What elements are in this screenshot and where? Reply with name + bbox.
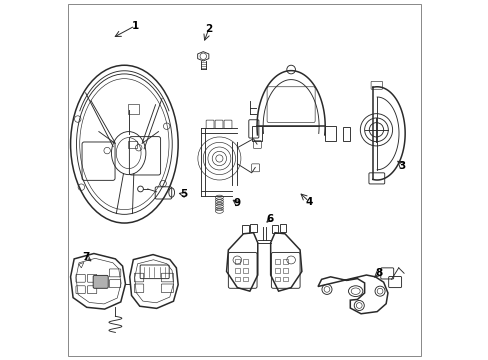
- Text: 8: 8: [375, 268, 382, 278]
- Bar: [128, 140, 137, 148]
- Text: 3: 3: [398, 161, 405, 171]
- Text: 2: 2: [204, 24, 212, 35]
- Bar: [271, 225, 278, 233]
- Text: 9: 9: [233, 198, 241, 208]
- Bar: [250, 224, 256, 232]
- Bar: [242, 259, 247, 264]
- Bar: [343, 127, 349, 140]
- Bar: [282, 268, 287, 273]
- Bar: [274, 268, 280, 273]
- Bar: [234, 277, 239, 282]
- Text: 4: 4: [305, 197, 312, 207]
- Bar: [274, 277, 280, 282]
- Bar: [242, 268, 247, 273]
- FancyBboxPatch shape: [93, 275, 108, 288]
- Bar: [242, 225, 248, 233]
- Bar: [242, 277, 247, 282]
- Bar: [251, 126, 262, 140]
- Text: 7: 7: [82, 252, 89, 262]
- Bar: [279, 224, 285, 232]
- Bar: [128, 104, 139, 114]
- Text: 5: 5: [180, 189, 187, 199]
- Bar: [325, 126, 335, 140]
- Bar: [274, 259, 280, 264]
- Text: 6: 6: [265, 215, 273, 224]
- Text: 1: 1: [131, 21, 139, 31]
- Bar: [234, 259, 239, 264]
- Bar: [282, 277, 287, 282]
- Bar: [282, 259, 287, 264]
- Bar: [234, 268, 239, 273]
